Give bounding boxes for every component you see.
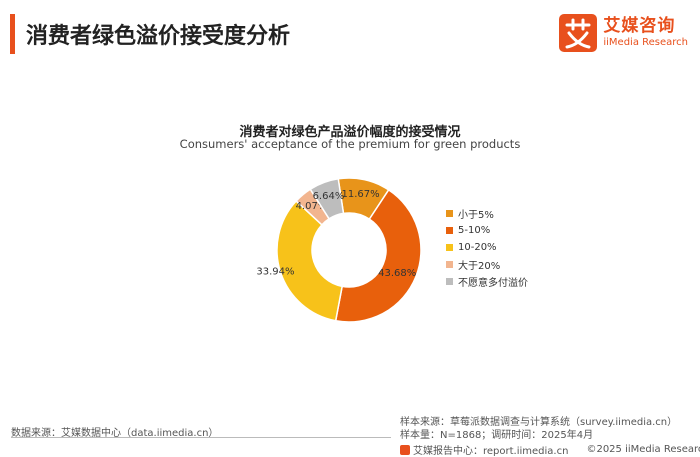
legend-label: 小于5%	[458, 210, 494, 221]
chart-subtitle: Consumers' acceptance of the premium for…	[179, 137, 521, 151]
legend-swatch	[446, 227, 453, 234]
brand-logo: 艾媒咨询 iiMedia Research	[559, 14, 688, 52]
legend-label: 不愿意多付溢价	[458, 278, 528, 289]
chart-legend: 小于5% 5-10% 10-20% 大于20% 不愿意多付溢价	[446, 205, 528, 290]
data-source: 数据来源：艾媒数据中心（data.iimedia.cn）	[11, 428, 219, 439]
report-center-link[interactable]: 艾媒报告中心：report.iimedia.cn	[413, 446, 569, 457]
sample-source: 样本来源：草莓派数据调查与计算系统（survey.iimedia.cn）	[400, 417, 678, 428]
legend-item: 5-10%	[446, 222, 528, 239]
copyright: ©2025 iiMedia Research Inc	[586, 444, 700, 455]
legend-item: 不愿意多付溢价	[446, 273, 528, 290]
legend-item: 10-20%	[446, 239, 528, 256]
donut-slice	[276, 199, 344, 322]
legend-swatch	[446, 210, 453, 217]
iimedia-logo-icon	[559, 14, 598, 52]
legend-swatch	[446, 244, 453, 251]
slice-value-label: 43.68%	[378, 268, 416, 279]
slice-value-label: 6.64%	[313, 191, 345, 202]
footer-divider	[11, 437, 391, 438]
footer-bottom: 艾媒报告中心：report.iimedia.cn ©2025 iiMedia R…	[400, 442, 700, 457]
chart-title: 消费者对绿色产品溢价幅度的接受情况	[239, 125, 461, 140]
donut-slice	[334, 188, 422, 323]
legend-item: 大于20%	[446, 256, 528, 273]
legend-swatch	[446, 261, 453, 268]
legend-swatch	[446, 278, 453, 285]
legend-label: 10-20%	[458, 242, 497, 253]
page-title: 消费者绿色溢价接受度分析	[26, 24, 291, 49]
title-accent-bar	[10, 14, 15, 54]
brand-name-en: iiMedia Research	[603, 37, 688, 48]
slice-value-label: 11.67%	[342, 189, 380, 200]
brand-name-cn: 艾媒咨询	[603, 16, 676, 36]
donut-slice	[309, 177, 345, 220]
mini-logo-icon	[400, 444, 410, 455]
slice-value-label: 33.94%	[256, 266, 294, 277]
legend-item: 小于5%	[446, 205, 528, 222]
slice-value-label: 4.07%	[296, 201, 328, 212]
sample-info: 样本来源：草莓派数据调查与计算系统（survey.iimedia.cn） 样本量…	[400, 416, 677, 442]
sample-size: 样本量：N=1868；调研时间：2025年4月	[400, 430, 594, 441]
legend-label: 大于20%	[458, 261, 501, 272]
legend-label: 5-10%	[458, 225, 491, 236]
